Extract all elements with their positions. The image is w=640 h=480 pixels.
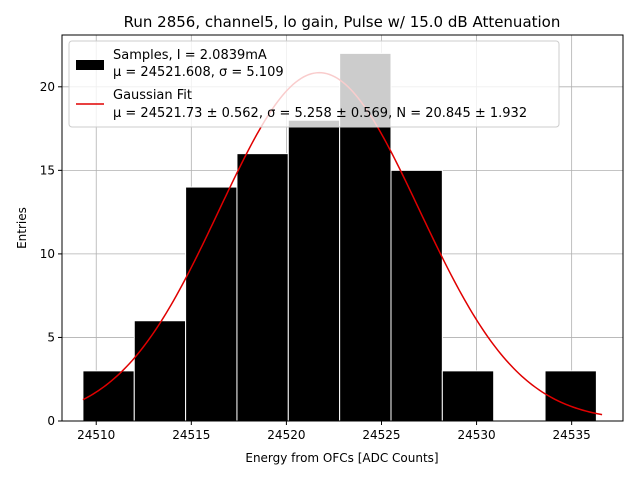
x-axis-ticks: 24510 24515 24520 24525 24530 24535	[77, 421, 591, 442]
y-tick-label-3: 15	[40, 163, 55, 177]
x-tick-label-2: 24520	[267, 428, 305, 442]
x-tick-label-5: 24535	[553, 428, 591, 442]
plot-frame	[61, 34, 624, 422]
legend-fit-line1: Gaussian Fit	[113, 88, 192, 103]
x-tick-label-0: 24510	[77, 428, 115, 442]
legend: Samples, I = 2.0839mA μ = 24521.608, σ =…	[68, 40, 560, 128]
histogram-bar-1	[133, 320, 187, 422]
histogram-bar-4	[287, 119, 341, 422]
y-axis-ticks: 0 5 10 15 20	[40, 80, 62, 428]
legend-samples-swatch	[76, 60, 104, 70]
histogram-bar-0	[82, 370, 135, 422]
x-axis-label: Energy from OFCs [ADC Counts]	[245, 451, 438, 465]
x-tick-label-3: 24525	[362, 428, 400, 442]
y-tick-label-0: 0	[47, 414, 55, 428]
histogram-bars	[82, 52, 597, 422]
legend-frame	[68, 40, 560, 128]
histogram-bar-3	[236, 153, 289, 422]
chart-title: Run 2856, channel5, lo gain, Pulse w/ 15…	[124, 13, 561, 31]
legend-samples-line1: Samples, I = 2.0839mA	[113, 48, 267, 63]
x-tick-label-1: 24515	[172, 428, 210, 442]
y-tick-label-1: 5	[47, 330, 55, 344]
legend-samples-line2: μ = 24521.608, σ = 5.109	[113, 65, 284, 80]
y-tick-label-2: 10	[40, 247, 55, 261]
y-axis-label: Entries	[15, 207, 29, 249]
x-tick-label-4: 24530	[457, 428, 495, 442]
histogram-bar-9	[544, 370, 597, 422]
histogram-bar-7	[441, 370, 495, 422]
y-tick-label-4: 20	[40, 80, 55, 94]
histogram-bar-6	[390, 169, 443, 422]
histogram-bar-2	[185, 186, 238, 422]
legend-fit-line2: μ = 24521.73 ± 0.562, σ = 5.258 ± 0.569,…	[113, 106, 527, 121]
